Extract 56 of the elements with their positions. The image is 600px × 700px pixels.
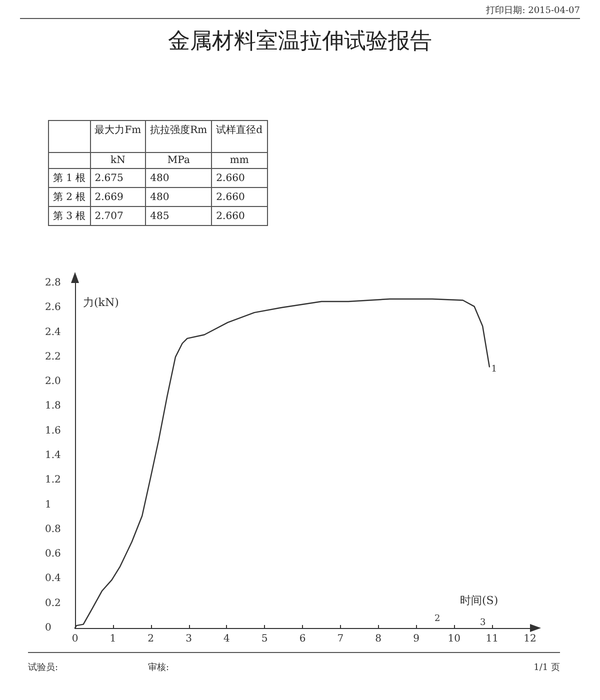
x-tick-label: 10 bbox=[448, 634, 461, 644]
text: 金属材料室温拉伸试验报告 bbox=[167, 28, 433, 56]
x-tick-label: 11 bbox=[486, 634, 498, 644]
y-tick-label: 1 bbox=[45, 499, 52, 510]
text: 打印日期: 2015-04-07 bbox=[20, 4, 580, 19]
y-tick-label: 2.4 bbox=[45, 326, 61, 338]
x-tick-label: 2 bbox=[148, 634, 154, 644]
y-tick-label: 2.8 bbox=[45, 278, 61, 288]
text: MPa bbox=[146, 152, 212, 168]
x-tick-label: 5 bbox=[261, 634, 268, 644]
y-tick-label: 0.8 bbox=[45, 524, 61, 535]
text: mm bbox=[212, 152, 268, 168]
y-tick-label: 1.8 bbox=[45, 400, 61, 412]
text: kN bbox=[90, 152, 146, 168]
text: 2.675 bbox=[90, 168, 146, 188]
y-tick-label: 1.4 bbox=[45, 450, 61, 461]
annotation: 1 bbox=[491, 364, 497, 374]
x-tick-label: 7 bbox=[337, 634, 344, 644]
x-tick-label: 3 bbox=[186, 634, 192, 644]
text: 2.669 bbox=[90, 188, 146, 206]
text: 2.707 bbox=[90, 206, 146, 226]
x-tick-label: 0 bbox=[72, 634, 78, 644]
text: 480 bbox=[146, 188, 212, 206]
text: 试验员: bbox=[28, 663, 58, 673]
text: 第 3 根 bbox=[48, 206, 90, 226]
text: 1/1 页 bbox=[534, 662, 560, 674]
y-tick-label: 1.2 bbox=[45, 474, 61, 486]
x-axis-title: 时间(S) bbox=[460, 594, 498, 607]
text: 试样直径d bbox=[212, 120, 268, 152]
annotation: 3 bbox=[480, 618, 486, 628]
x-tick-label: 4 bbox=[223, 634, 230, 644]
text: 2.660 bbox=[212, 168, 268, 188]
y-tick-label: 2.0 bbox=[45, 376, 61, 388]
y-tick-label: 0.4 bbox=[45, 573, 61, 584]
y-tick-label: 2.2 bbox=[45, 351, 61, 362]
y-tick-label: 0 bbox=[45, 622, 52, 634]
text: 最大力Fm bbox=[90, 120, 146, 152]
text: 480 bbox=[146, 168, 212, 188]
annotation: 2 bbox=[434, 614, 440, 624]
x-tick-label: 6 bbox=[299, 634, 306, 644]
y-axis-title: 力(kN) bbox=[83, 296, 119, 309]
text: 第 1 根 bbox=[48, 168, 90, 188]
text: 审核: bbox=[148, 663, 170, 673]
text: 第 2 根 bbox=[48, 188, 90, 206]
text: 2.660 bbox=[212, 206, 268, 226]
y-tick-label: 0.2 bbox=[45, 598, 61, 609]
text: 2.660 bbox=[212, 188, 268, 206]
x-tick-label: 9 bbox=[413, 634, 420, 644]
x-tick-label: 12 bbox=[524, 634, 536, 644]
y-tick-label: 0.6 bbox=[45, 548, 61, 560]
x-tick-label: 1 bbox=[110, 634, 116, 644]
x-tick-label: 8 bbox=[375, 634, 382, 644]
y-tick-label: 1.6 bbox=[45, 425, 61, 436]
y-tick-label: 2.6 bbox=[45, 302, 61, 314]
text: 485 bbox=[146, 206, 212, 226]
text: 抗拉强度Rm bbox=[146, 120, 212, 152]
